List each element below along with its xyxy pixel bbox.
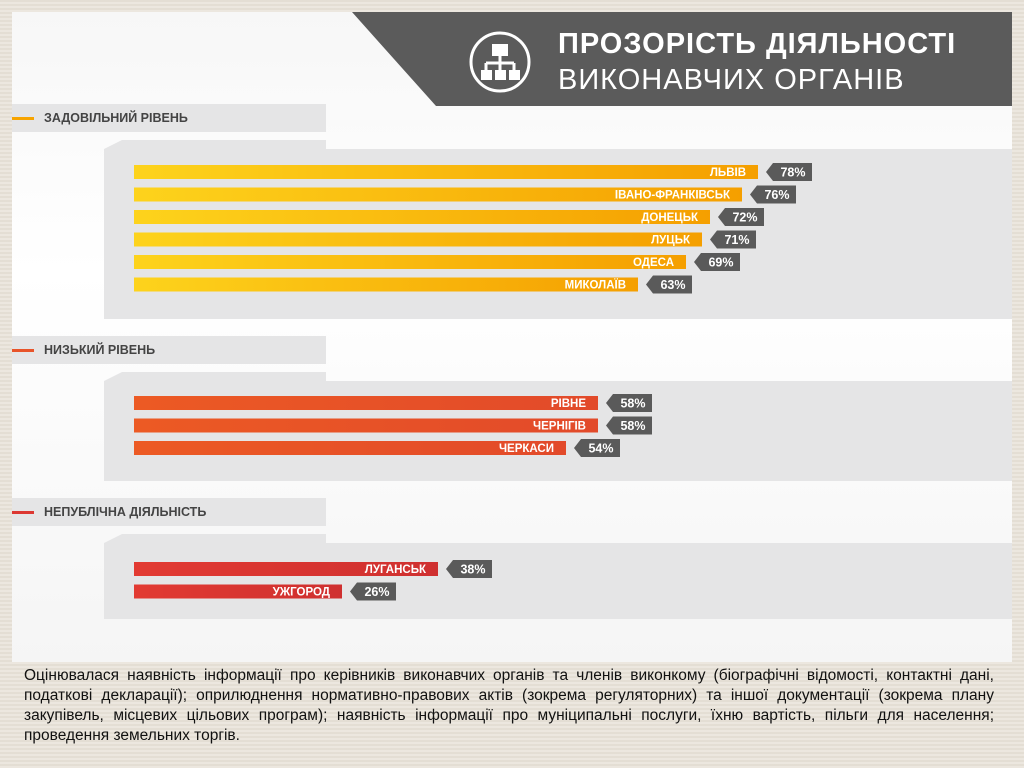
value-tag: [718, 208, 764, 226]
category-label: ДОНЕЦЬК: [641, 212, 699, 224]
bar-2-1: [134, 584, 342, 599]
bar-1-0: [134, 396, 598, 410]
header-title-line2: ВИКОНАВЧИХ ОРГАНІВ: [558, 64, 905, 96]
value-tag: [606, 394, 652, 412]
value-label: 69%: [708, 256, 733, 270]
value-tag: [766, 163, 812, 181]
category-label: ЛУЦЬК: [651, 235, 691, 247]
category-label: ІВАНО-ФРАНКІВСЬК: [615, 190, 731, 202]
bar-2-0: [134, 562, 438, 576]
section-marker-satisfactory: [12, 117, 34, 120]
section-slant-satisfactory: [104, 140, 326, 149]
value-tag: [694, 253, 740, 271]
value-label: 58%: [620, 419, 645, 433]
bar-chart: ЛЬВІВ 78% ІВАНО-ФРАНКІВСЬК 76% ДОНЕЦЬК 72% ЛУЦ…: [134, 163, 812, 601]
value-tag: [574, 439, 620, 457]
section-label-satisfactory: ЗАДОВІЛЬНИЙ РІВЕНЬ: [44, 111, 188, 125]
value-tag: [646, 275, 692, 294]
header-banner: [352, 12, 1012, 106]
value-tag: [750, 185, 796, 204]
value-label: 54%: [588, 442, 613, 456]
section-marker-low: [12, 349, 34, 352]
category-label: ЧЕРНІГІВ: [533, 421, 586, 433]
value-label: 78%: [780, 166, 805, 180]
value-tag: [350, 582, 396, 601]
value-label: 71%: [724, 233, 749, 247]
section-tab-nonpublic: НЕПУБЛІЧНА ДІЯЛЬНІСТЬ: [12, 498, 326, 526]
description-text: Оцінювалася наявність інформації про кер…: [24, 667, 994, 744]
hierarchy-network-icon: [469, 31, 531, 93]
bar-0-1: [134, 187, 742, 202]
category-label: ЛЬВІВ: [710, 167, 746, 179]
section-tab-satisfactory: ЗАДОВІЛЬНИЙ РІВЕНЬ: [12, 104, 326, 132]
value-label: 63%: [660, 278, 685, 292]
category-label: УЖГОРОД: [273, 587, 330, 599]
bar-0-5: [134, 277, 638, 292]
bar-1-1: [134, 418, 598, 433]
value-tag: [710, 230, 756, 249]
category-label: ОДЕСА: [633, 257, 674, 269]
section-tab-low: НИЗЬКИЙ РІВЕНЬ: [12, 336, 326, 364]
category-label: ЧЕРКАСИ: [499, 443, 554, 455]
value-tag: [446, 560, 492, 578]
section-background-nonpublic: [104, 543, 1012, 619]
bar-0-0: [134, 165, 758, 179]
bar-0-4: [134, 255, 686, 269]
bar-1-2: [134, 441, 566, 455]
infographic-panel: ПРОЗОРІСТЬ ДІЯЛЬНОСТІ ВИКОНАВЧИХ ОРГАНІВ…: [12, 12, 1012, 662]
category-label: ЛУГАНСЬК: [365, 564, 427, 576]
value-label: 58%: [620, 397, 645, 411]
value-label: 76%: [764, 188, 789, 202]
bar-0-2: [134, 210, 710, 224]
section-label-low: НИЗЬКИЙ РІВЕНЬ: [44, 343, 156, 357]
category-label: МИКОЛАЇВ: [565, 279, 626, 292]
value-label: 38%: [460, 563, 485, 577]
value-tag: [606, 416, 652, 435]
section-slant-nonpublic: [104, 534, 326, 543]
bar-0-3: [134, 232, 702, 247]
value-label: 26%: [364, 585, 389, 599]
section-marker-nonpublic: [12, 511, 34, 514]
value-label: 72%: [732, 211, 757, 225]
category-label: РІВНЕ: [551, 398, 586, 410]
header-title-line1: ПРОЗОРІСТЬ ДІЯЛЬНОСТІ: [558, 28, 957, 60]
section-label-nonpublic: НЕПУБЛІЧНА ДІЯЛЬНІСТЬ: [44, 505, 207, 519]
section-slant-low: [104, 372, 326, 381]
